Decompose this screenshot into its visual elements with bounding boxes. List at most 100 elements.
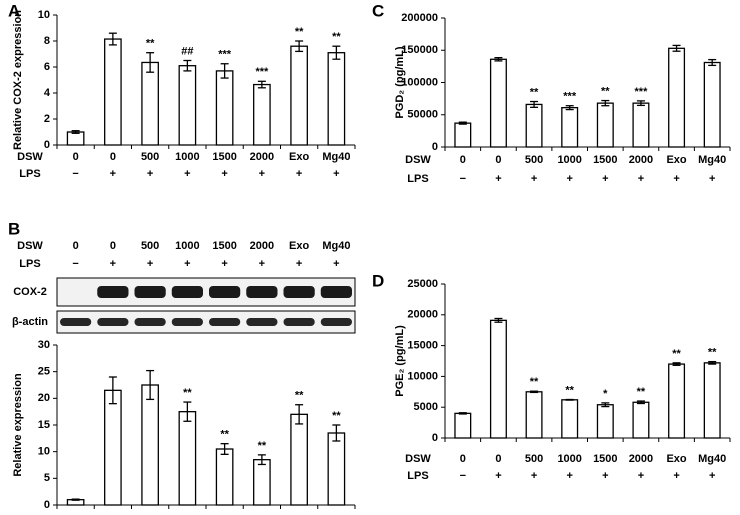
y-tick-label: 6	[44, 61, 50, 73]
blot-band	[283, 318, 315, 326]
dsw-label: 2000	[250, 151, 274, 163]
dsw-label: Exo	[666, 453, 686, 465]
dsw-label: Exo	[289, 151, 309, 163]
bar	[253, 83, 271, 146]
y-tick-label: 0	[44, 139, 50, 151]
y-tick-label: 15	[38, 419, 50, 431]
lps-label: +	[709, 470, 715, 482]
y-tick-label: 20	[38, 392, 50, 404]
blot-band	[283, 286, 315, 298]
error-bar	[71, 130, 80, 134]
blot-band	[134, 286, 166, 298]
significance: **	[708, 347, 717, 359]
bar	[454, 412, 472, 439]
y-tick-label: 2	[44, 113, 50, 125]
error-bar	[146, 52, 155, 73]
dsw-label: 2000	[250, 240, 274, 252]
significance: **	[295, 390, 304, 402]
bar	[561, 107, 579, 148]
panel-label: C	[372, 1, 384, 20]
y-tick-label: 5000	[414, 401, 438, 413]
blot-band	[171, 286, 203, 298]
error-bar	[220, 63, 229, 79]
error-bar	[636, 400, 645, 405]
dsw-label: Mg40	[322, 151, 350, 163]
row-label: DSW	[405, 453, 431, 465]
bar	[561, 399, 579, 439]
dsw-label: 500	[525, 453, 543, 465]
y-tick-label: 4	[44, 87, 51, 99]
y-tick-label: 50000	[407, 109, 438, 121]
lps-label: +	[221, 258, 227, 270]
error-bar	[183, 59, 192, 72]
dsw-label: Exo	[289, 240, 309, 252]
lps-label: +	[296, 168, 302, 180]
dsw-label: 0	[495, 453, 501, 465]
dsw-label: 0	[73, 151, 79, 163]
blot-band	[60, 318, 92, 326]
dsw-label: 500	[141, 240, 159, 252]
y-tick-label: 150000	[401, 44, 438, 56]
row-label: DSW	[17, 240, 43, 252]
error-bar	[332, 45, 341, 60]
y-tick-label: 10	[38, 9, 50, 21]
bar	[178, 65, 197, 146]
blot-band	[209, 318, 241, 326]
dsw-label: 0	[460, 154, 466, 166]
error-bar	[565, 398, 574, 401]
bar	[489, 319, 507, 439]
lps-label: +	[638, 470, 644, 482]
lps-label: +	[531, 470, 537, 482]
lps-label: +	[333, 168, 339, 180]
significance: ***	[635, 86, 649, 98]
lps-label: −	[72, 168, 78, 180]
error-bar	[601, 402, 610, 408]
error-bar	[458, 412, 467, 415]
y-tick-label: 100000	[401, 76, 438, 88]
error-bar	[108, 32, 117, 46]
significance: **	[258, 440, 267, 452]
significance: **	[565, 384, 574, 396]
blot-band	[209, 286, 241, 298]
dsw-label: 0	[460, 453, 466, 465]
error-bar	[295, 40, 304, 53]
lps-label: −	[72, 258, 78, 270]
y-tick-label: 15000	[407, 340, 438, 352]
panel-label: A	[8, 1, 20, 20]
dsw-label: 2000	[629, 154, 653, 166]
lps-label: +	[709, 173, 715, 185]
lps-label: +	[602, 173, 608, 185]
error-bar	[458, 121, 467, 125]
lps-label: +	[147, 258, 153, 270]
dsw-label: 0	[110, 240, 116, 252]
significance: **	[332, 410, 341, 422]
blot-label: COX-2	[13, 286, 47, 298]
error-bar	[494, 317, 503, 323]
blot-band	[97, 286, 129, 298]
error-bar	[71, 498, 80, 501]
lps-label: +	[602, 470, 608, 482]
significance: **	[601, 85, 610, 97]
error-bar	[636, 100, 645, 107]
blot-band	[134, 318, 166, 326]
y-tick-label: 10	[38, 446, 50, 458]
significance: **	[672, 348, 681, 360]
error-bar	[672, 44, 681, 52]
error-bar	[530, 100, 539, 108]
bar	[141, 384, 159, 506]
row-label: LPS	[407, 173, 428, 185]
bar	[703, 61, 721, 148]
error-bar	[601, 99, 610, 107]
y-axis-label: Relative COX-2 expression	[12, 10, 24, 150]
significance: *	[603, 388, 608, 400]
lps-label: +	[221, 168, 227, 180]
lps-label: +	[147, 168, 153, 180]
bar	[632, 401, 650, 439]
error-bar	[257, 454, 266, 466]
significance: ***	[563, 91, 577, 103]
dsw-label: 2000	[629, 453, 653, 465]
dsw-label: Mg40	[322, 240, 350, 252]
y-tick-label: 30	[38, 339, 50, 351]
bar	[327, 52, 346, 146]
